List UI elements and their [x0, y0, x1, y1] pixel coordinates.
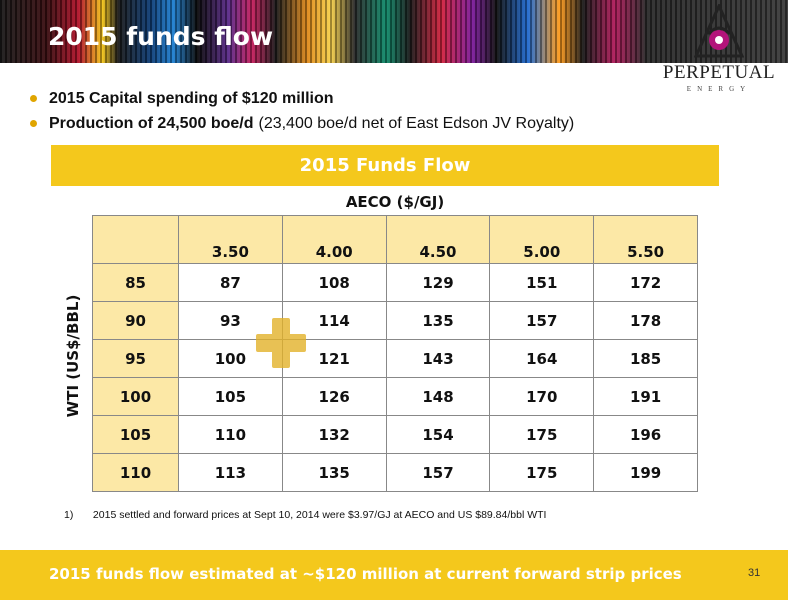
- column-header: 3.50: [178, 215, 283, 264]
- table-cell: 196: [593, 415, 698, 454]
- perpetual-logo-icon: [694, 4, 744, 58]
- table-cell: 185: [593, 339, 698, 378]
- bullet-list: 2015 Capital spending of $120 million Pr…: [30, 86, 574, 136]
- column-header: 5.00: [489, 215, 595, 264]
- table-cell: 129: [385, 263, 491, 302]
- table-cell: 114: [281, 301, 387, 340]
- table-cell: 132: [281, 415, 387, 454]
- row-header: 105: [92, 415, 179, 454]
- table-row: 105 110 132 154 175 196: [92, 415, 698, 454]
- footnote: 1) 2015 settled and forward prices at Se…: [64, 509, 546, 521]
- row-axis-label: WTI (US$/BBL): [64, 294, 82, 418]
- table-cell: 178: [593, 301, 698, 340]
- table-cell: 105: [178, 377, 283, 416]
- bullet-text-normal: (23,400 boe/d net of East Edson JV Royal…: [258, 115, 575, 132]
- bullet-item: Production of 24,500 boe/d (23,400 boe/d…: [30, 111, 574, 136]
- table-cell: 199: [593, 453, 698, 492]
- column-header: 4.50: [385, 215, 491, 264]
- table-title-banner: 2015 Funds Flow: [51, 145, 719, 186]
- table-row: 110 113 135 157 175 199: [92, 453, 698, 492]
- funds-flow-table: 3.50 4.00 4.50 5.00 5.50 85 87 108 129 1…: [92, 215, 698, 492]
- table-cell: 175: [489, 415, 595, 454]
- table-cell: 157: [489, 301, 595, 340]
- table-cell: 170: [489, 377, 595, 416]
- header-banner: [0, 0, 788, 63]
- table-cell: 154: [385, 415, 491, 454]
- table-row: 85 87 108 129 151 172: [92, 263, 698, 302]
- table-cell: 87: [178, 263, 283, 302]
- table-corner-cell: [92, 215, 179, 264]
- table-cell: 143: [385, 339, 491, 378]
- footnote-number: 1): [64, 509, 74, 521]
- row-header: 85: [92, 263, 179, 302]
- table-cell: 175: [489, 453, 595, 492]
- table-header-row: 3.50 4.00 4.50 5.00 5.50: [92, 215, 698, 264]
- table-cell: 164: [489, 339, 595, 378]
- row-header: 95: [92, 339, 179, 378]
- table-cell: 151: [489, 263, 595, 302]
- bullet-text-strong: 2015 Capital spending of $120 million: [49, 90, 334, 107]
- logo-wordmark: PERPETUAL: [662, 62, 776, 83]
- row-header: 100: [92, 377, 179, 416]
- bullet-icon: [30, 95, 37, 102]
- footer-bar: 2015 funds flow estimated at ~$120 milli…: [0, 550, 788, 600]
- footer-message: 2015 funds flow estimated at ~$120 milli…: [49, 565, 682, 583]
- table-cell: 110: [178, 415, 283, 454]
- column-axis-label: AECO ($/GJ): [345, 193, 445, 211]
- table-cell: 135: [281, 453, 387, 492]
- plus-marker-icon: [256, 318, 306, 368]
- bullet-icon: [30, 120, 37, 127]
- table-cell: 126: [281, 377, 387, 416]
- logo-subtitle: ENERGY: [686, 85, 752, 93]
- company-logo: PERPETUAL ENERGY: [650, 0, 788, 100]
- slide-title: 2015 funds flow: [48, 22, 274, 51]
- row-header: 90: [92, 301, 179, 340]
- table-cell: 191: [593, 377, 698, 416]
- table-cell: 135: [385, 301, 491, 340]
- table-cell: 113: [178, 453, 283, 492]
- bullet-item: 2015 Capital spending of $120 million: [30, 86, 574, 111]
- table-row: 90 93 114 135 157 178: [92, 301, 698, 340]
- page-number: 31: [748, 567, 761, 579]
- table-cell: 93: [178, 301, 283, 340]
- table-cell: 172: [593, 263, 698, 302]
- table-cell: 108: [281, 263, 387, 302]
- row-header: 110: [92, 453, 179, 492]
- table-row: 100 105 126 148 170 191: [92, 377, 698, 416]
- bullet-text-strong: Production of 24,500 boe/d: [49, 115, 254, 132]
- column-header: 4.00: [281, 215, 387, 264]
- footnote-text: 2015 settled and forward prices at Sept …: [92, 509, 547, 521]
- table-cell: 148: [385, 377, 491, 416]
- table-row: 95 100 121 143 164 185: [92, 339, 698, 378]
- column-header: 5.50: [593, 215, 698, 264]
- table-cell: 157: [385, 453, 491, 492]
